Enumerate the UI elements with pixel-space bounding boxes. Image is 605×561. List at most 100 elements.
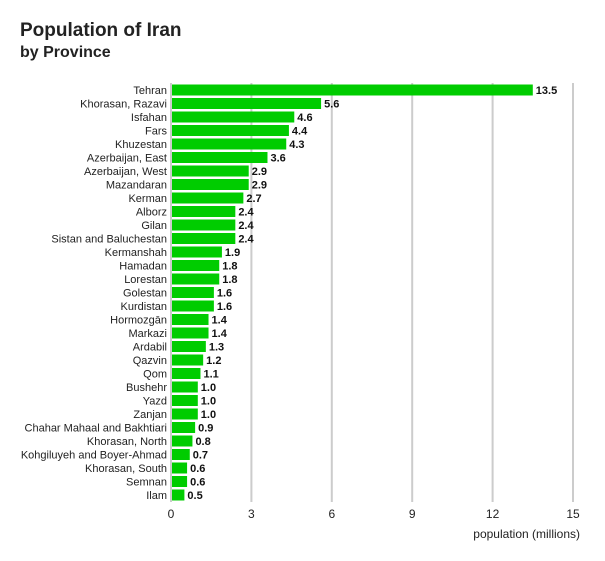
data-label: 1.1 (203, 369, 218, 381)
category-label: Ardabil (133, 342, 167, 354)
bar (172, 354, 204, 366)
category-label: Kurdistan (121, 301, 167, 313)
data-label: 2.9 (252, 180, 267, 192)
data-label: 13.5 (536, 85, 557, 97)
bar (172, 152, 268, 163)
category-label: Kohgiluyeh and Boyer-Ahmad (21, 450, 167, 462)
x-tick-label: 6 (328, 507, 335, 521)
bar (172, 138, 287, 150)
data-label: 1.6 (217, 301, 232, 313)
bar (172, 98, 322, 109)
data-label: 0.5 (187, 490, 202, 502)
data-label: 1.3 (209, 342, 224, 354)
data-label: 1.0 (201, 382, 216, 394)
category-label: Golestan (123, 288, 167, 300)
category-label: Sistan and Baluchestan (51, 234, 167, 246)
bar (172, 219, 236, 231)
category-label: Ilam (146, 490, 167, 502)
category-label: Chahar Mahaal and Bakhtiari (25, 423, 167, 435)
category-label: Khorasan, North (87, 436, 167, 448)
category-label: Azerbaijan, East (87, 153, 167, 165)
data-label: 1.6 (217, 288, 232, 300)
bar (172, 462, 188, 474)
data-label: 1.2 (206, 355, 221, 367)
bar (172, 192, 244, 204)
x-tick-label: 3 (248, 507, 255, 521)
data-label: 2.4 (238, 220, 254, 232)
category-label: Fars (145, 126, 168, 138)
data-label: 1.0 (201, 396, 216, 408)
bar (172, 246, 222, 258)
bar (172, 408, 198, 420)
bar (172, 300, 214, 312)
data-label: 2.4 (238, 207, 254, 219)
data-label: 2.9 (252, 166, 267, 178)
category-label: Yazd (143, 396, 167, 408)
bar (172, 395, 198, 406)
data-label: 1.4 (212, 328, 228, 340)
bar (172, 449, 190, 460)
bar (172, 476, 188, 487)
data-label: 0.6 (190, 477, 205, 489)
x-tick-label: 12 (486, 507, 500, 521)
category-label: Khorasan, South (85, 463, 167, 475)
category-label: Hamadan (119, 261, 167, 273)
category-label: Khorasan, Razavi (80, 99, 167, 111)
data-label: 0.6 (190, 463, 205, 475)
category-label: Khuzestan (115, 139, 167, 151)
bar (172, 111, 295, 123)
category-label: Mazandaran (106, 180, 167, 192)
category-label: Kermanshah (105, 247, 167, 259)
bar (172, 179, 249, 190)
category-label: Gilan (141, 220, 167, 232)
data-label: 1.8 (222, 261, 237, 273)
bar (172, 125, 289, 136)
category-label: Tehran (133, 85, 167, 97)
data-label: 0.9 (198, 423, 213, 435)
category-label: Hormozgān (110, 315, 167, 327)
data-label: 4.6 (297, 112, 312, 124)
category-label: Bushehr (126, 382, 167, 394)
data-label: 2.4 (238, 234, 254, 246)
bar (172, 327, 209, 339)
data-label: 4.3 (289, 139, 304, 151)
category-label: Zanjan (133, 409, 167, 421)
category-label: Isfahan (131, 112, 167, 124)
bar (172, 422, 196, 433)
bar (172, 489, 185, 501)
data-label: 2.7 (246, 193, 261, 205)
data-label: 1.9 (225, 247, 240, 259)
x-tick-label: 9 (409, 507, 416, 521)
chart-subtitle: by Province (20, 44, 111, 61)
data-label: 0.7 (193, 450, 208, 462)
chart-title: Population of Iran (20, 20, 182, 41)
bar (172, 273, 220, 285)
bar (172, 368, 201, 379)
category-label: Azerbaijan, West (84, 166, 167, 178)
bar (172, 435, 193, 447)
data-label: 5.6 (324, 99, 339, 111)
category-label: Kerman (128, 193, 167, 205)
bar (172, 84, 533, 96)
bar (172, 381, 198, 393)
data-label: 1.0 (201, 409, 216, 421)
bar (172, 314, 209, 325)
category-label: Lorestan (124, 274, 167, 286)
bar (172, 260, 220, 271)
x-axis-title: population (millions) (473, 527, 580, 541)
category-label: Semnan (126, 477, 167, 489)
x-tick-label: 0 (168, 507, 175, 521)
x-tick-label: 15 (566, 507, 580, 521)
bar (172, 287, 214, 298)
bar (172, 165, 249, 177)
category-label: Qom (143, 369, 167, 381)
bar (172, 341, 206, 352)
data-label: 1.4 (212, 315, 228, 327)
category-label: Qazvin (133, 355, 167, 367)
data-label: 3.6 (270, 153, 285, 165)
bar (172, 206, 236, 217)
bar (172, 233, 236, 244)
data-label: 4.4 (292, 126, 308, 138)
category-label: Alborz (136, 207, 167, 219)
